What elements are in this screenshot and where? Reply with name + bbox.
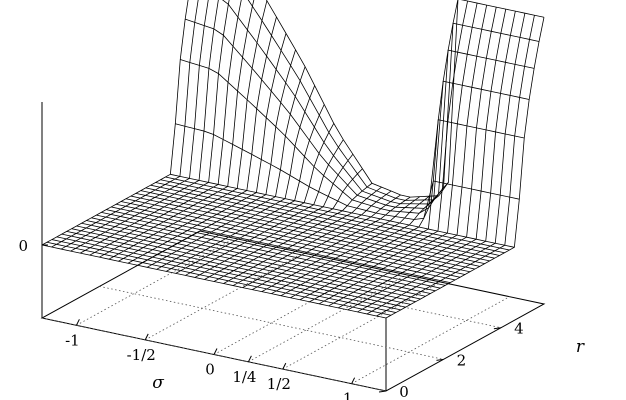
mesh-line-y xyxy=(111,206,456,281)
mesh-line-x xyxy=(366,13,526,315)
mesh-line-y xyxy=(71,228,416,303)
x-tick-label: 1/4 xyxy=(232,368,256,386)
x-axis-label: σ xyxy=(152,373,164,393)
mesh-line-y xyxy=(81,222,426,297)
floor-grid-line-x xyxy=(145,252,304,341)
mesh-line-y xyxy=(86,220,431,294)
y-tick-mark xyxy=(378,390,387,393)
mesh-line-y xyxy=(61,233,406,308)
y-axis-label: r xyxy=(576,337,585,357)
mesh-line-y xyxy=(46,241,392,316)
x-tick-label: -1 xyxy=(65,331,80,349)
mesh-line-y xyxy=(160,179,505,254)
y-tick-label: 2 xyxy=(457,351,467,369)
y-tick-label: 0 xyxy=(399,383,409,400)
mesh-line-x xyxy=(385,17,545,319)
x-tick-mark xyxy=(282,362,287,370)
mesh-line-y xyxy=(115,203,461,278)
mesh-line-y xyxy=(56,236,401,311)
mesh-line-y xyxy=(96,214,441,289)
x-tick-label: 1 xyxy=(343,390,353,400)
mesh-line-x xyxy=(41,0,189,246)
axis-ticks: -1 -1/2 0 1/4 1/2 1 0 2 4 0 xyxy=(18,237,523,400)
y-tick-label: 4 xyxy=(514,320,524,338)
mesh-line-y xyxy=(120,201,466,275)
mesh-line-x xyxy=(99,0,255,258)
mesh-line-y xyxy=(106,209,451,284)
floor-grid-line-x xyxy=(248,274,407,363)
x-tick-mark xyxy=(247,355,252,363)
x-tick-label: 0 xyxy=(205,361,215,379)
mesh-line-y xyxy=(222,0,535,205)
mesh-line-y xyxy=(165,176,510,251)
mesh-line-y xyxy=(51,239,396,313)
floor-grid-line-y xyxy=(99,285,444,360)
mesh-line-y xyxy=(91,217,436,292)
mesh-line-y xyxy=(145,187,490,262)
x-tick-label: 1/2 xyxy=(267,375,291,393)
mesh-line-x xyxy=(376,15,535,317)
mesh-line-x xyxy=(357,11,516,313)
mesh-line-y xyxy=(247,0,540,201)
y-tick-mark xyxy=(493,327,501,330)
mesh-line-y xyxy=(135,192,480,267)
x-tick-label: -1/2 xyxy=(127,346,156,364)
floor-grid-line-y xyxy=(41,317,387,392)
mesh-line-y xyxy=(185,18,530,209)
mesh-line-y xyxy=(125,198,471,273)
x-tick-mark xyxy=(144,333,149,341)
mesh-line-y xyxy=(101,211,446,286)
mesh-line-x xyxy=(80,0,230,254)
x-tick-mark xyxy=(75,319,80,326)
mesh-line-y xyxy=(76,225,421,300)
z-tick-label: 0 xyxy=(18,237,28,255)
mesh-line-x xyxy=(108,0,268,260)
mesh-line-y xyxy=(266,0,545,198)
mesh-line-y xyxy=(175,123,520,220)
mesh-line-y xyxy=(170,173,515,248)
mesh-line-y xyxy=(155,182,500,256)
floor-grid-line-y xyxy=(156,254,501,329)
surface-mesh xyxy=(41,0,545,319)
mesh-line-y xyxy=(41,244,387,319)
x-tick-mark xyxy=(351,377,356,384)
mesh-line-y xyxy=(66,231,411,305)
y-tick-mark xyxy=(436,358,444,361)
floor-grid-line-x xyxy=(76,237,235,326)
floor-grid xyxy=(41,237,510,392)
mesh-line-y xyxy=(150,184,495,259)
mesh-line-y xyxy=(130,195,475,270)
x-tick-mark xyxy=(213,348,218,355)
mesh-line-y xyxy=(140,190,485,265)
mesh-line-y xyxy=(180,59,525,214)
mesh-line-x xyxy=(89,0,242,256)
